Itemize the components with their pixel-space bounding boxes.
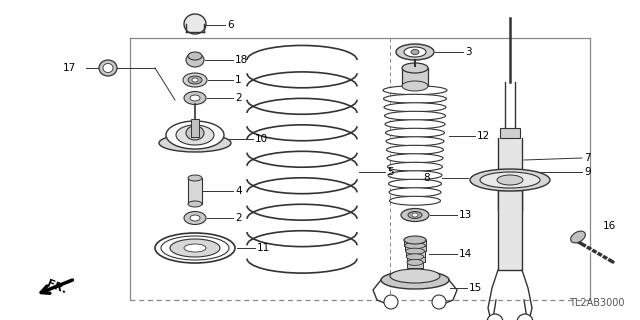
Ellipse shape: [161, 236, 229, 260]
Ellipse shape: [188, 175, 202, 181]
Bar: [188, 178, 202, 204]
Bar: [407, 257, 424, 262]
Text: 16: 16: [603, 221, 616, 231]
Ellipse shape: [186, 126, 204, 140]
Bar: [498, 138, 522, 210]
Ellipse shape: [387, 145, 444, 154]
Ellipse shape: [480, 172, 540, 188]
Ellipse shape: [383, 86, 447, 95]
Ellipse shape: [387, 154, 443, 163]
Ellipse shape: [383, 94, 447, 103]
Ellipse shape: [170, 239, 220, 257]
Ellipse shape: [381, 271, 449, 289]
Text: 2: 2: [235, 93, 242, 103]
Ellipse shape: [184, 14, 206, 34]
Ellipse shape: [184, 92, 206, 105]
Bar: [404, 240, 426, 246]
Circle shape: [487, 314, 503, 320]
Ellipse shape: [389, 188, 441, 197]
Ellipse shape: [188, 201, 202, 207]
Text: 2: 2: [235, 213, 242, 223]
Circle shape: [384, 295, 398, 309]
Ellipse shape: [99, 60, 117, 76]
Ellipse shape: [184, 212, 206, 225]
Text: 15: 15: [469, 283, 483, 293]
Text: 3: 3: [465, 47, 472, 57]
Ellipse shape: [176, 125, 214, 145]
Text: 17: 17: [63, 63, 76, 73]
Ellipse shape: [103, 63, 113, 73]
Ellipse shape: [192, 78, 198, 82]
Text: 4: 4: [235, 186, 242, 196]
Ellipse shape: [183, 73, 207, 87]
Ellipse shape: [408, 212, 422, 219]
Ellipse shape: [470, 169, 550, 191]
Text: 12: 12: [477, 131, 490, 141]
Bar: [186, 21, 204, 25]
Ellipse shape: [388, 179, 442, 188]
Ellipse shape: [401, 209, 429, 221]
Text: 10: 10: [255, 134, 268, 144]
Ellipse shape: [184, 244, 206, 252]
Ellipse shape: [404, 47, 426, 57]
Ellipse shape: [390, 269, 440, 283]
Text: 7: 7: [584, 153, 591, 163]
Ellipse shape: [388, 171, 442, 180]
Ellipse shape: [411, 50, 419, 54]
Ellipse shape: [385, 111, 445, 120]
Ellipse shape: [190, 215, 200, 221]
Text: 5: 5: [387, 167, 394, 177]
Text: 9: 9: [584, 167, 591, 177]
Text: FR.: FR.: [45, 278, 68, 295]
Ellipse shape: [402, 63, 428, 73]
Text: 18: 18: [235, 55, 248, 65]
Bar: [500, 128, 520, 138]
Ellipse shape: [404, 243, 425, 249]
Ellipse shape: [385, 128, 445, 137]
Ellipse shape: [188, 76, 202, 84]
Ellipse shape: [386, 137, 444, 146]
Circle shape: [432, 295, 446, 309]
Text: 8: 8: [424, 173, 430, 183]
Text: 6: 6: [227, 20, 234, 30]
Ellipse shape: [497, 175, 523, 185]
Text: 11: 11: [257, 243, 270, 253]
Ellipse shape: [155, 233, 235, 263]
Text: 13: 13: [459, 210, 472, 220]
Ellipse shape: [385, 120, 445, 129]
Bar: [407, 262, 423, 268]
Ellipse shape: [186, 53, 204, 67]
Ellipse shape: [159, 134, 231, 152]
Ellipse shape: [390, 196, 440, 205]
Text: 1: 1: [235, 75, 242, 85]
Ellipse shape: [406, 248, 424, 254]
Bar: [405, 246, 426, 251]
Ellipse shape: [396, 44, 434, 60]
Ellipse shape: [190, 95, 200, 101]
Ellipse shape: [384, 103, 446, 112]
Ellipse shape: [404, 237, 426, 243]
Ellipse shape: [406, 254, 424, 260]
Bar: [406, 251, 425, 257]
Bar: [498, 190, 522, 270]
Text: 14: 14: [459, 249, 472, 259]
Ellipse shape: [412, 213, 418, 217]
Ellipse shape: [402, 81, 428, 91]
Text: TL2AB3000: TL2AB3000: [570, 298, 625, 308]
Bar: [191, 119, 199, 137]
Bar: [402, 68, 428, 86]
Ellipse shape: [387, 162, 442, 171]
Ellipse shape: [166, 121, 224, 149]
Ellipse shape: [188, 52, 202, 60]
Circle shape: [517, 314, 533, 320]
Ellipse shape: [571, 231, 586, 243]
Ellipse shape: [407, 260, 423, 265]
Ellipse shape: [404, 236, 426, 244]
